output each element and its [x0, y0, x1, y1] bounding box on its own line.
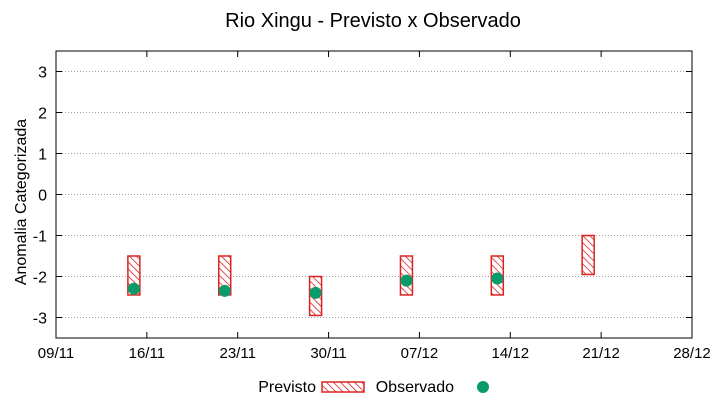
observado-point	[127, 282, 140, 295]
observado-point	[400, 274, 413, 287]
x-tick-label: 30/11	[310, 345, 346, 362]
y-tick-label: -3	[33, 311, 47, 328]
x-tick-label: 28/12	[673, 345, 711, 362]
x-tick-label: 07/12	[401, 345, 439, 362]
x-tick-label: 21/12	[582, 345, 620, 362]
y-tick-label: -1	[33, 229, 47, 246]
observado-series	[127, 272, 504, 299]
legend-label-previsto: Previsto	[258, 379, 316, 396]
axes	[55, 50, 693, 339]
y-tick-label: -2	[33, 270, 47, 287]
grid-lines	[56, 71, 692, 318]
y-tick-label: 0	[38, 188, 47, 205]
y-tick-label: 3	[38, 65, 47, 82]
observado-point	[491, 272, 504, 285]
previsto-bar	[581, 234, 595, 276]
previsto-series	[127, 234, 595, 317]
y-tick-label: 1	[38, 147, 47, 164]
x-tick-label: 14/12	[492, 345, 530, 362]
observado-point	[309, 286, 322, 299]
observado-point	[218, 284, 231, 297]
tick-labels: 3 2 1 0 -1 -2 -3 09/11 16/11 23/11 30/11 07/12 14/12…	[33, 65, 711, 363]
y-tick-label: 2	[38, 106, 47, 123]
x-tick-label: 09/11	[38, 345, 74, 362]
x-tick-label: 16/11	[129, 345, 165, 362]
x-tick-label: 23/11	[219, 345, 255, 362]
y-axis-label: Anomalia Categorizada	[13, 119, 30, 285]
legend-label-observado: Observado	[376, 379, 454, 396]
legend-marker-observado	[477, 381, 489, 393]
chart-title: Rio Xingu - Previsto x Observado	[225, 10, 521, 32]
legend: Previsto Observado	[258, 379, 489, 396]
legend-swatch-previsto	[321, 381, 365, 393]
